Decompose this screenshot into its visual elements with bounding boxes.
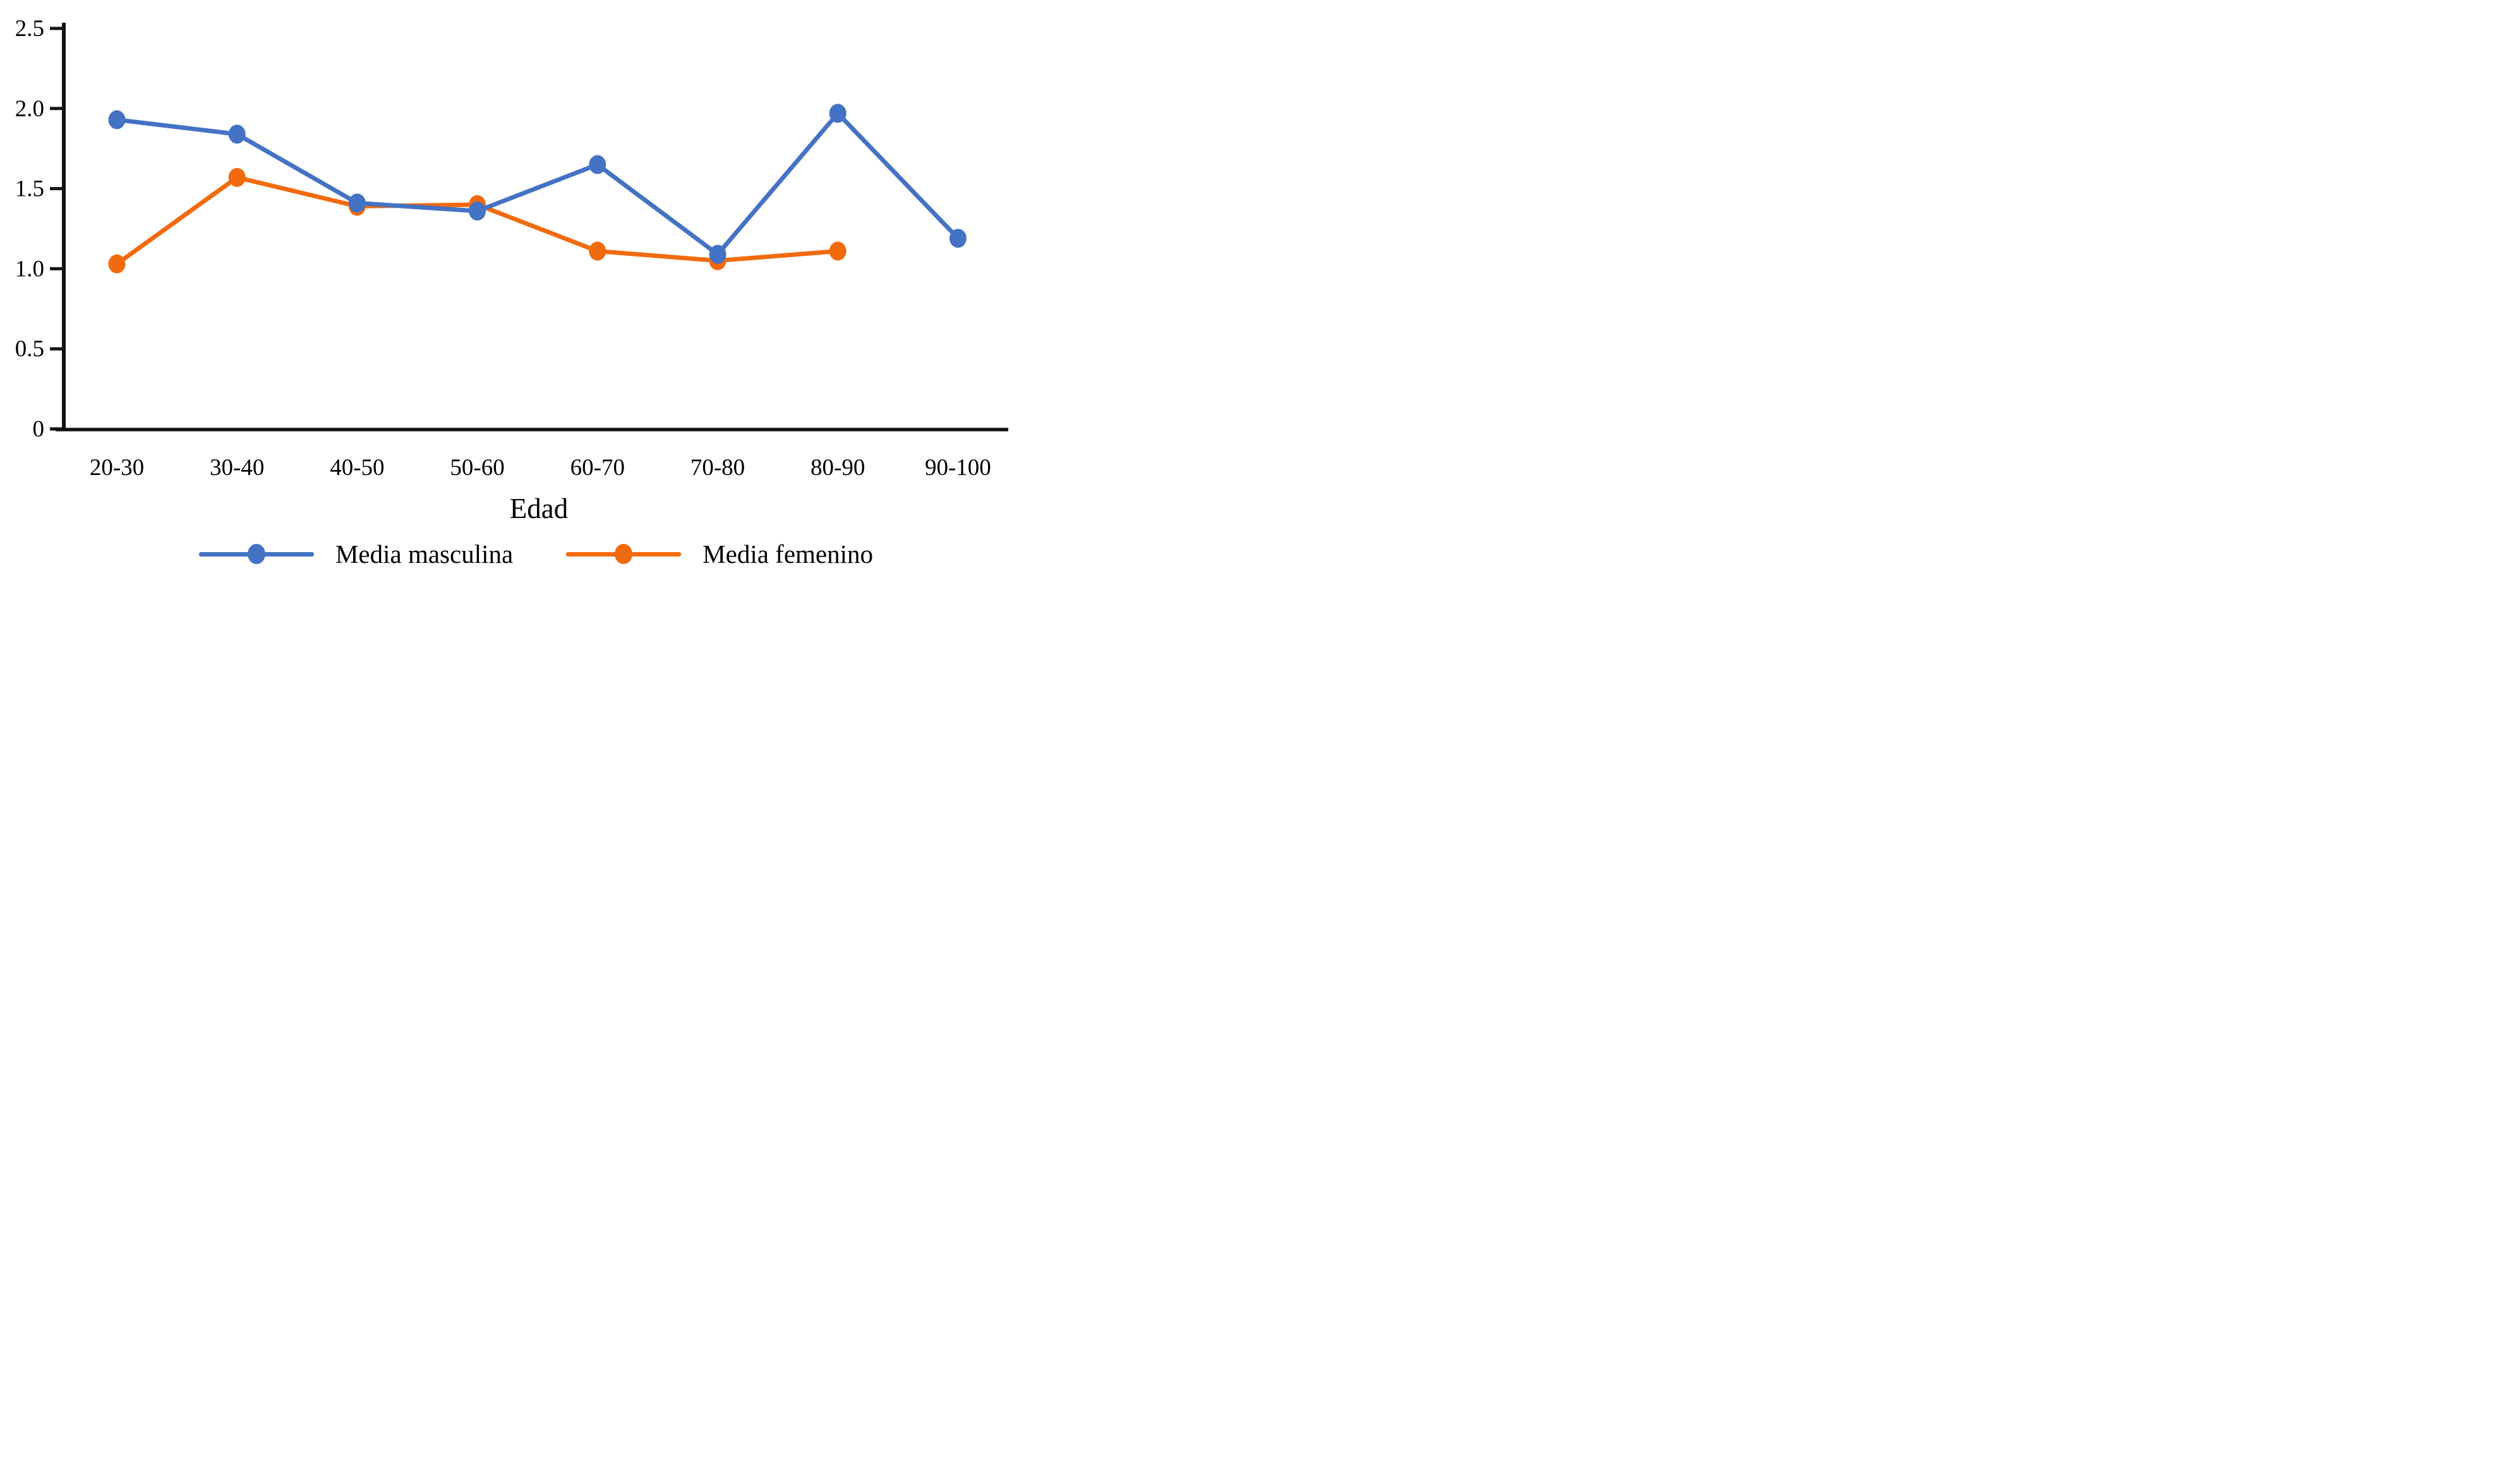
y-tick-label: 0: [33, 416, 45, 442]
x-tick-label: 50-60: [450, 455, 504, 481]
x-tick-label: 20-30: [90, 455, 144, 481]
plot-area: 0 0.5 1.0 1.5 2.0 2.5 20-30 30-40 40-50 50-60 60-7…: [15, 16, 1008, 524]
y-tick-label: 2.0: [15, 96, 44, 122]
data-point-media-masculina-20-30: [108, 110, 126, 129]
chart-legend: Media masculina Media femenino: [64, 532, 1008, 576]
data-point-media-femenino-80-90: [829, 241, 847, 261]
legend-label: Media femenino: [702, 539, 874, 569]
legend-marker: [615, 544, 633, 564]
data-point-media-masculina-40-50: [348, 193, 366, 213]
series-line-media-femenino: [114, 175, 840, 267]
legend-marker: [247, 544, 265, 564]
x-axis-title: Edad: [510, 493, 568, 524]
series-line-media-masculina: [114, 111, 960, 257]
data-point-media-femenino-20-30: [108, 254, 126, 274]
data-point-media-masculina-30-40: [228, 124, 246, 144]
legend-line-marker-icon: [566, 543, 682, 565]
data-point-media-masculina-70-80: [709, 244, 726, 264]
y-tick-label: 2.5: [15, 16, 44, 42]
data-point-media-femenino-60-70: [589, 241, 606, 261]
x-tick-label: 30-40: [210, 455, 264, 481]
data-point-media-masculina-80-90: [829, 104, 847, 123]
legend-label: Media masculina: [335, 539, 514, 569]
y-tick-label: 1.5: [15, 176, 44, 202]
x-tick-label: 80-90: [811, 455, 865, 481]
line-chart: 0 0.5 1.0 1.5 2.0 2.5 20-30 30-40 40-50 50-60 60-7…: [0, 0, 1008, 585]
data-point-media-masculina-60-70: [589, 155, 606, 174]
x-tick-label: 60-70: [570, 455, 625, 481]
y-tick-label: 0.5: [15, 336, 44, 362]
x-tick-label: 90-100: [925, 455, 991, 481]
legend-line-marker-icon: [198, 543, 314, 565]
data-point-media-masculina-90-100: [949, 229, 967, 248]
x-tick-label: 70-80: [690, 455, 745, 481]
x-tick-label: 40-50: [330, 455, 384, 481]
legend-item-media-femenino: Media femenino: [566, 541, 873, 567]
y-tick-label: 1.0: [15, 256, 44, 282]
data-point-media-masculina-50-60: [469, 202, 486, 221]
legend-item-media-masculina: Media masculina: [198, 539, 514, 569]
data-point-media-femenino-30-40: [228, 167, 246, 187]
